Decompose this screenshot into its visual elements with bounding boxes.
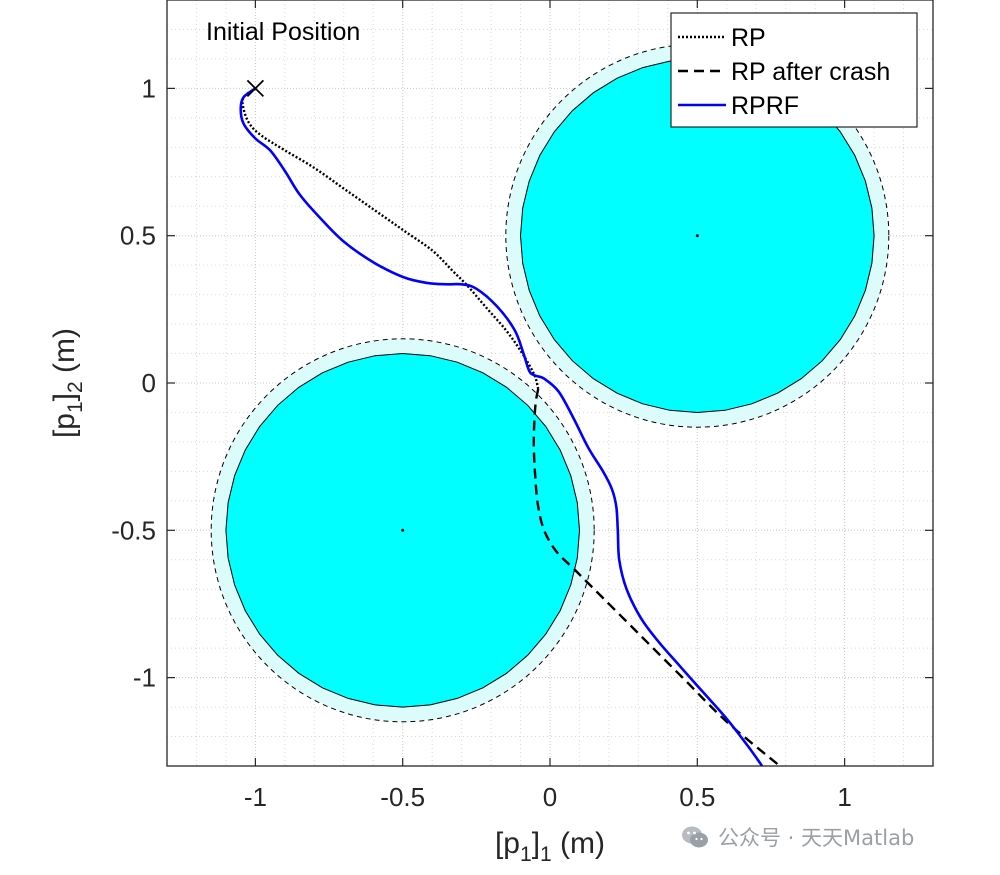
y-tick-label: 0.5 [120,221,156,251]
series-layer [239,87,781,766]
legend-label-rp: RP [731,24,766,52]
ticks [167,0,933,766]
y-tick-label: 0 [142,368,156,398]
x-tick-label: 1 [837,782,851,812]
obstacle-upper-right-center [695,234,699,238]
initial-position-annotation: Initial Position [206,18,360,46]
x-axis-label: [p1]1 (m) [495,827,605,866]
x-tick-label: -0.5 [380,782,425,812]
y-tick-labels: -1 -0.5 0 0.5 1 [111,73,156,692]
watermark-text: 公众号 · 天天Matlab [718,826,915,850]
legend-label-rp-after-crash: RP after crash [731,58,890,86]
y-tick-label: -0.5 [111,515,156,545]
series-rprf [239,87,764,766]
start-marker-stroke-2 [246,79,265,98]
y-axis-label: [p1]2 (m) [48,328,87,438]
x-tick-label: 0.5 [679,782,715,812]
start-marker [246,79,265,98]
y-tick-label: 1 [142,73,156,103]
obstacle-lower-left-center [401,528,405,532]
x-tick-label: 0 [543,782,557,812]
series-rp [241,87,540,390]
legend-label-rprf: RPRF [731,92,799,120]
obstacles [210,43,890,723]
series-rp-after-crash [532,388,781,766]
obstacle-lower-left-safety-boundary [210,338,595,723]
x-tick-label: -1 [244,782,267,812]
watermark: 公众号 · 天天Matlab [680,818,914,856]
x-tick-labels: -1 -0.5 0 0.5 1 [244,782,852,812]
legend: RP RP after crash RPRF [670,12,918,128]
wechat-icon [682,826,708,848]
y-tick-label: -1 [133,663,156,693]
